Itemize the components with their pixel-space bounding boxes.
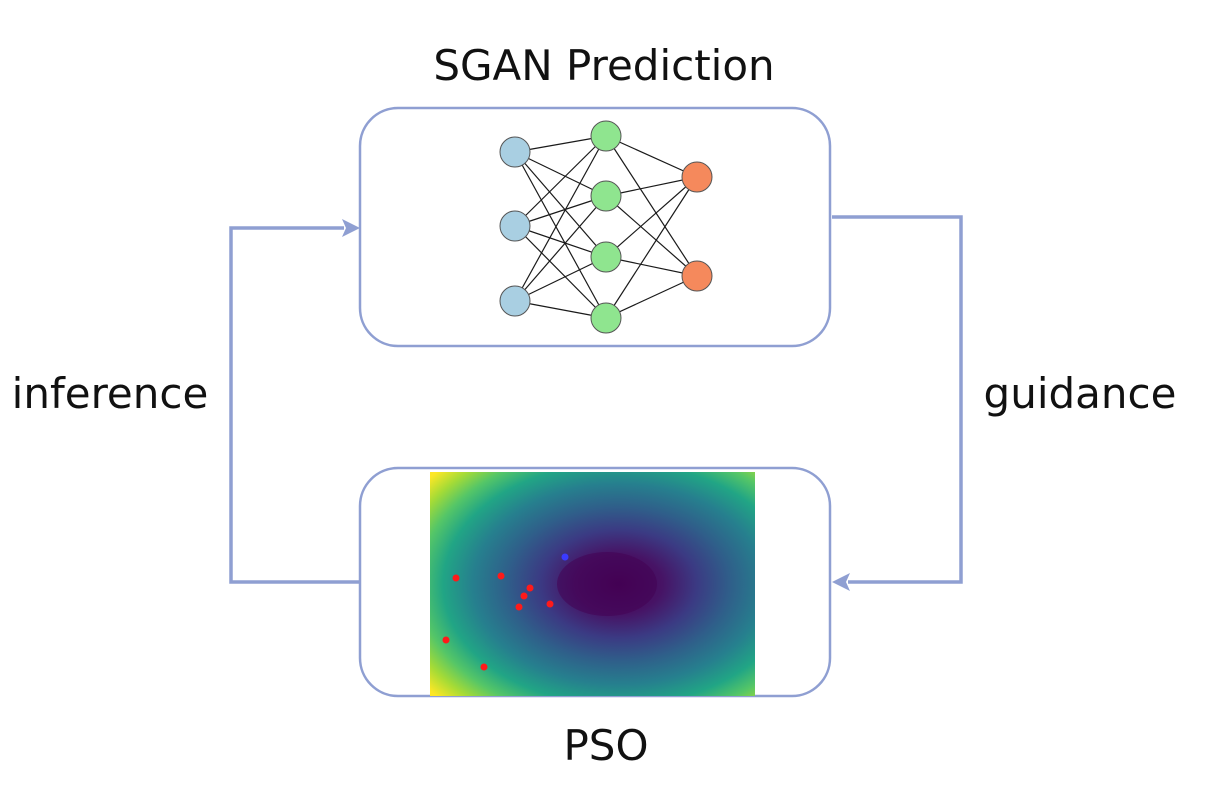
inference-arrow (229, 226, 359, 584)
particle (452, 574, 460, 582)
neural-network-icon (499, 120, 713, 334)
particle (546, 600, 554, 608)
particle (520, 592, 528, 600)
left-arrow-label: inference (12, 369, 209, 418)
network-edge (514, 151, 607, 197)
network-edge (605, 275, 698, 319)
network-edge (514, 195, 607, 302)
input-node (499, 136, 531, 168)
network-edge (605, 195, 698, 277)
hidden-node (590, 241, 622, 273)
network-edge (514, 151, 607, 258)
network-edge (514, 256, 607, 302)
network-edge (514, 151, 607, 319)
guidance-arrow (832, 215, 963, 584)
hidden-node (590, 302, 622, 334)
particle (480, 663, 488, 671)
output-node (681, 260, 713, 292)
best-particle (561, 553, 569, 561)
guidance-arrow-head (832, 573, 850, 591)
network-nodes (499, 120, 713, 334)
network-edge (605, 176, 698, 319)
pso-landscape-plot (430, 472, 755, 696)
top-box-title: SGAN Prediction (433, 41, 774, 90)
particle (442, 636, 450, 644)
particle (515, 603, 523, 611)
bottom-box-title: PSO (563, 721, 648, 770)
network-edge (605, 135, 698, 277)
network-edge (514, 225, 607, 258)
network-edge (514, 135, 607, 302)
network-edge (514, 195, 607, 227)
particle (526, 584, 534, 592)
right-arrow-label: guidance (984, 369, 1177, 418)
network-edge (605, 176, 698, 258)
input-node (499, 285, 531, 317)
network-edge (514, 135, 607, 227)
network-edge (514, 225, 607, 319)
pso-particles (442, 553, 569, 671)
network-edge (605, 135, 698, 178)
particle (497, 572, 505, 580)
input-node (499, 210, 531, 242)
hidden-node (590, 180, 622, 212)
inference-arrow-head (342, 219, 360, 237)
hidden-node (590, 120, 622, 152)
network-edges (514, 135, 698, 319)
output-node (681, 161, 713, 193)
sgan-box (358, 106, 832, 348)
